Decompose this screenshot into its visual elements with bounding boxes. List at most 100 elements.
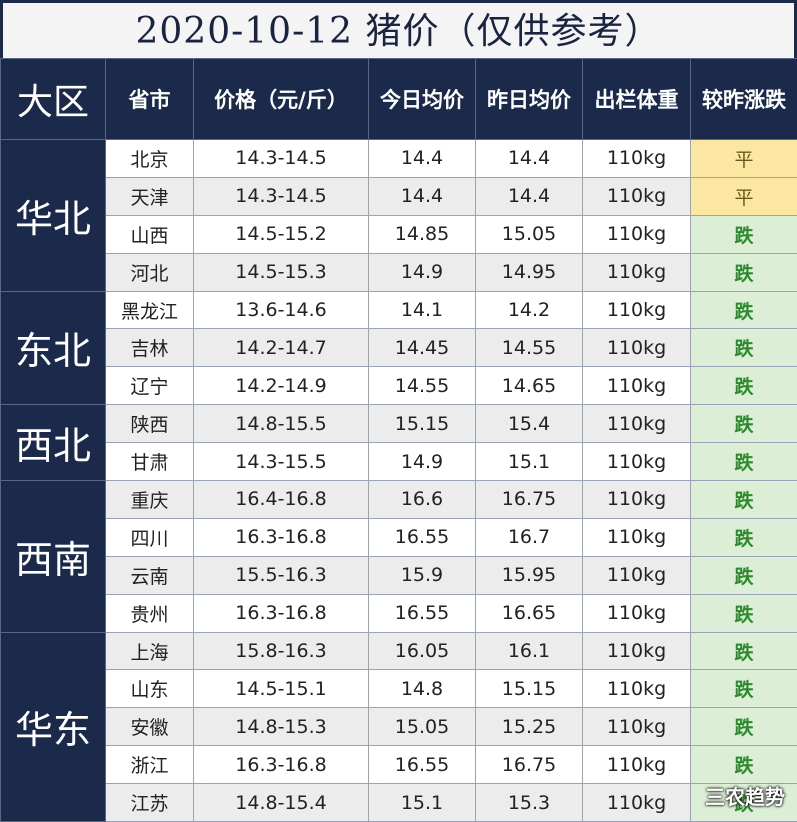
cell: 跌 — [691, 215, 797, 253]
cell: 14.2-14.9 — [194, 367, 369, 405]
cell: 110kg — [583, 518, 691, 556]
column-header: 昨日均价 — [476, 59, 583, 140]
cell: 14.4 — [369, 140, 476, 178]
region-cell: 华东 — [1, 632, 106, 821]
cell: 跌 — [691, 594, 797, 632]
cell: 14.3-14.5 — [194, 177, 369, 215]
cell: 16.1 — [476, 632, 583, 670]
cell: 跌 — [691, 518, 797, 556]
region-cell: 华北 — [1, 140, 106, 292]
cell: 15.8-16.3 — [194, 632, 369, 670]
cell: 110kg — [583, 329, 691, 367]
cell: 16.3-16.8 — [194, 594, 369, 632]
cell: 16.4-16.8 — [194, 481, 369, 519]
column-header: 较昨涨跌 — [691, 59, 797, 140]
title: 2020-10-12 猪价（仅供参考） — [0, 0, 797, 58]
cell: 河北 — [106, 253, 194, 291]
cell: 云南 — [106, 556, 194, 594]
cell: 吉林 — [106, 329, 194, 367]
cell: 110kg — [583, 708, 691, 746]
cell: 14.4 — [476, 177, 583, 215]
cell: 14.8-15.3 — [194, 708, 369, 746]
column-header: 大区 — [1, 59, 106, 140]
cell: 110kg — [583, 253, 691, 291]
cell: 16.75 — [476, 746, 583, 784]
cell: 北京 — [106, 140, 194, 178]
cell: 14.2-14.7 — [194, 329, 369, 367]
cell: 14.3-14.5 — [194, 140, 369, 178]
cell: 110kg — [583, 367, 691, 405]
cell: 黑龙江 — [106, 291, 194, 329]
cell: 跌 — [691, 746, 797, 784]
cell: 14.95 — [476, 253, 583, 291]
cell: 14.9 — [369, 253, 476, 291]
watermark: 三农趋势 — [705, 781, 785, 810]
cell: 跌 — [691, 481, 797, 519]
cell: 14.85 — [369, 215, 476, 253]
cell: 15.1 — [369, 784, 476, 822]
cell: 13.6-14.6 — [194, 291, 369, 329]
region-cell: 东北 — [1, 291, 106, 405]
cell: 110kg — [583, 443, 691, 481]
cell: 跌 — [691, 708, 797, 746]
cell: 110kg — [583, 784, 691, 822]
cell: 110kg — [583, 670, 691, 708]
cell: 16.6 — [369, 481, 476, 519]
column-header: 今日均价 — [369, 59, 476, 140]
cell: 110kg — [583, 746, 691, 784]
cell: 跌 — [691, 329, 797, 367]
cell: 14.65 — [476, 367, 583, 405]
cell: 跌 — [691, 367, 797, 405]
cell: 16.75 — [476, 481, 583, 519]
cell: 110kg — [583, 215, 691, 253]
cell: 16.55 — [369, 518, 476, 556]
cell: 14.8-15.5 — [194, 405, 369, 443]
cell: 15.05 — [369, 708, 476, 746]
cell: 陕西 — [106, 405, 194, 443]
cell: 15.15 — [369, 405, 476, 443]
cell: 110kg — [583, 140, 691, 178]
cell: 16.3-16.8 — [194, 518, 369, 556]
region-cell: 西南 — [1, 481, 106, 633]
cell: 山西 — [106, 215, 194, 253]
cell: 14.4 — [369, 177, 476, 215]
cell: 跌 — [691, 556, 797, 594]
cell: 110kg — [583, 405, 691, 443]
cell: 15.1 — [476, 443, 583, 481]
cell: 江苏 — [106, 784, 194, 822]
cell: 跌 — [691, 632, 797, 670]
cell: 16.05 — [369, 632, 476, 670]
cell: 110kg — [583, 594, 691, 632]
cell: 辽宁 — [106, 367, 194, 405]
cell: 15.15 — [476, 670, 583, 708]
cell: 跌 — [691, 670, 797, 708]
header-row: 大区省市价格（元/斤）今日均价昨日均价出栏体重较昨涨跌 — [1, 59, 797, 140]
cell: 16.65 — [476, 594, 583, 632]
cell: 安徽 — [106, 708, 194, 746]
cell: 15.4 — [476, 405, 583, 443]
cell: 15.5-16.3 — [194, 556, 369, 594]
cell: 110kg — [583, 632, 691, 670]
cell: 14.1 — [369, 291, 476, 329]
column-header: 出栏体重 — [583, 59, 691, 140]
cell: 14.9 — [369, 443, 476, 481]
cell: 15.05 — [476, 215, 583, 253]
cell: 15.25 — [476, 708, 583, 746]
cell: 跌 — [691, 291, 797, 329]
